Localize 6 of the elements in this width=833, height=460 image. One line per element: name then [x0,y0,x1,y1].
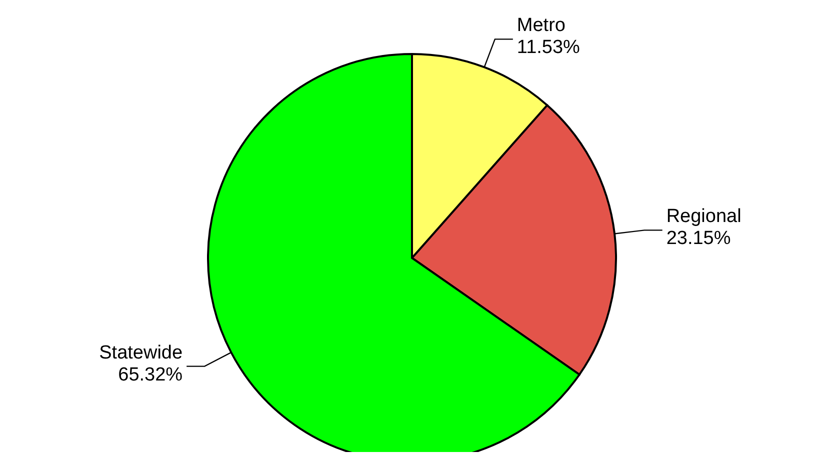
data-label: 11.53% [516,37,580,58]
slice-label: Metro [516,15,566,36]
slice-label: Regional [666,206,742,228]
data-label: 65.32% [118,364,183,386]
slice-label: Statewide [99,342,183,364]
data-label: 23.15% [666,228,731,250]
